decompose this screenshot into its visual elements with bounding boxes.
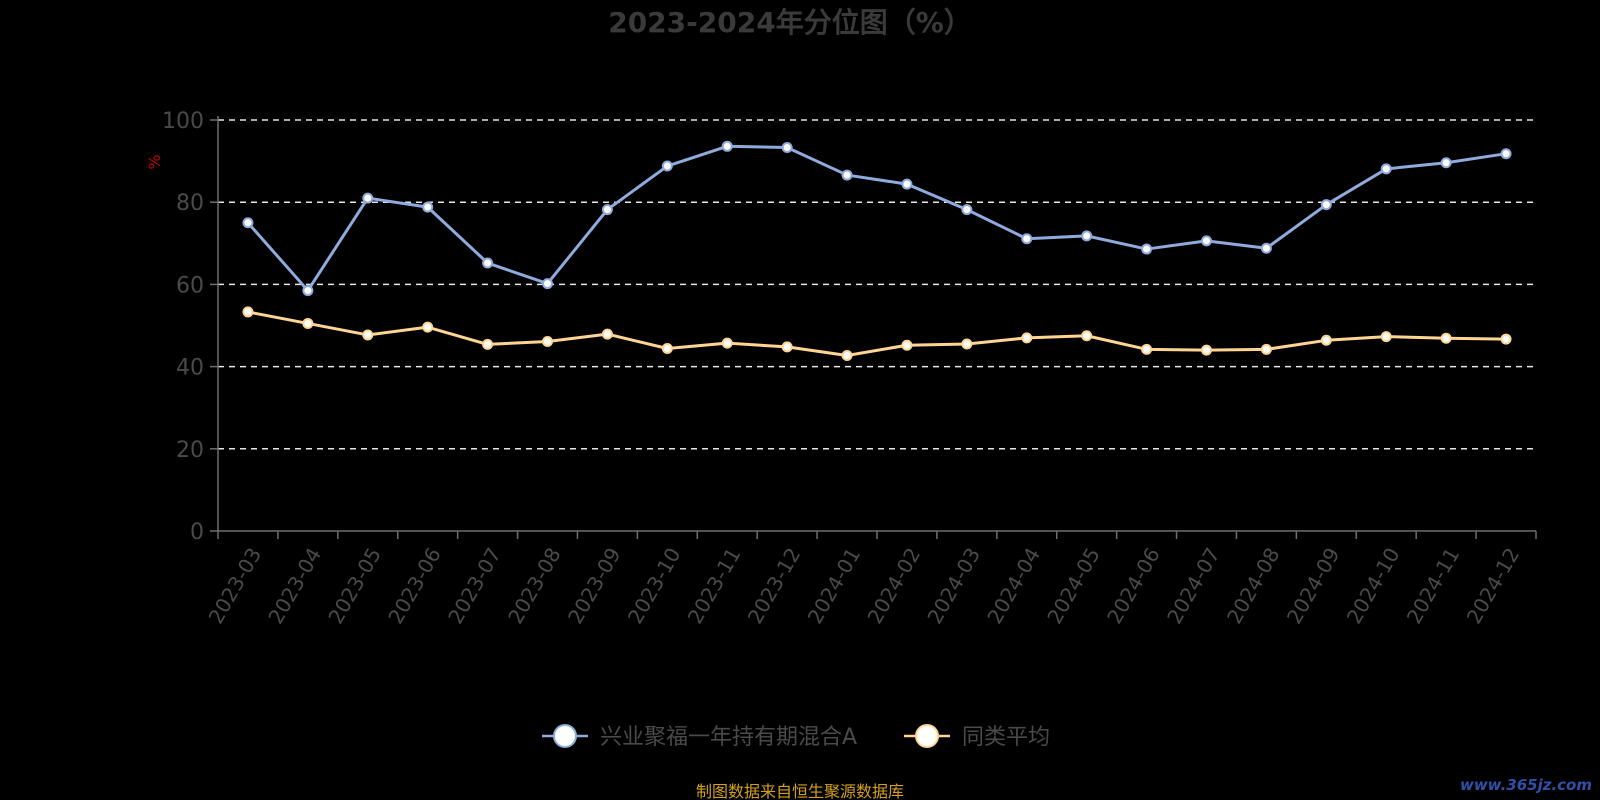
data-point (1440, 157, 1452, 169)
series-layer (242, 140, 1512, 362)
data-point (542, 278, 553, 290)
data-point (1201, 235, 1212, 247)
x-tick-label: 2024-06 (1102, 544, 1165, 628)
data-point (422, 321, 434, 333)
data-point (841, 350, 853, 362)
data-point (901, 178, 913, 190)
data-point (422, 201, 434, 213)
data-point (1320, 199, 1332, 211)
data-source-note: 制图数据来自恒生聚源数据库 (695, 782, 904, 800)
legend-marker-icon (553, 724, 577, 748)
x-tick-label: 2023-04 (263, 544, 326, 628)
data-point (961, 338, 973, 350)
data-point (901, 339, 913, 351)
data-point (601, 328, 613, 340)
data-point (482, 338, 494, 350)
data-point (1380, 163, 1392, 175)
data-point (661, 160, 673, 172)
series-line (247, 310, 1507, 358)
legend-item-2[interactable]: 同类平均 (904, 724, 1050, 750)
x-tick-label: 2024-11 (1402, 544, 1465, 628)
data-point (362, 329, 374, 341)
x-tick-label: 2023-08 (503, 544, 566, 628)
x-tick-label: 2023-07 (443, 544, 506, 628)
x-tick-label: 2024-01 (803, 544, 866, 628)
data-point (1081, 330, 1093, 342)
data-point (1260, 242, 1272, 254)
data-point (1201, 344, 1212, 356)
x-tick-label: 2024-05 (1042, 544, 1105, 628)
legend-marker-icon (915, 724, 939, 748)
data-point (1320, 334, 1332, 346)
axes: 0 20 40 60 80 100 2023-032023-042023-052023-06… (162, 109, 1537, 628)
data-point (1260, 343, 1272, 355)
x-tick-label: 2024-07 (1162, 544, 1225, 628)
watermark-logo: www.365jz.com (1459, 776, 1592, 794)
y-tick-label: 0 (190, 520, 204, 545)
x-tick-label: 2023-12 (743, 544, 806, 628)
x-tick-label: 2024-09 (1282, 544, 1345, 628)
legend[interactable]: 兴业聚福一年持有期混合A 同类平均 (542, 724, 1050, 750)
data-point (1380, 331, 1392, 343)
y-tick-label: 100 (162, 109, 204, 134)
grid-lines (218, 119, 1536, 450)
y-tick-label: 40 (176, 356, 204, 381)
chart-title: 2023-2024年分位图（%） (608, 6, 972, 39)
series-1 (242, 140, 1512, 297)
data-point (721, 140, 733, 152)
data-point (242, 306, 254, 318)
series-2 (242, 306, 1512, 362)
data-point (841, 169, 853, 181)
x-tick-label: 2024-03 (922, 544, 985, 628)
data-point (1021, 332, 1033, 344)
data-point (1500, 333, 1512, 345)
data-point (961, 204, 973, 216)
data-point (601, 204, 613, 216)
data-point (781, 341, 793, 353)
x-tick-label: 2023-09 (563, 544, 626, 628)
data-point (302, 317, 314, 329)
data-point (242, 217, 254, 229)
data-point (1141, 243, 1153, 255)
data-point (302, 285, 314, 297)
data-point (721, 337, 733, 349)
y-tick-label: 20 (176, 438, 204, 463)
data-point (661, 343, 673, 355)
series-line (246, 144, 1507, 293)
y-tick-label: 80 (176, 191, 204, 216)
x-tick-label: 2023-05 (323, 544, 386, 628)
y-tick-label: 60 (176, 273, 204, 298)
legend-label: 同类平均 (962, 725, 1050, 750)
data-point (1440, 332, 1452, 344)
x-tick-label: 2023-03 (204, 544, 267, 628)
data-point (542, 336, 553, 348)
data-point (482, 257, 494, 269)
x-tick-label: 2024-02 (863, 544, 926, 628)
data-point (781, 142, 793, 154)
x-tick-label: 2024-12 (1462, 544, 1525, 628)
data-point (1141, 343, 1153, 355)
x-tick-label: 2024-04 (982, 544, 1045, 628)
x-tick-label: 2023-10 (623, 544, 686, 628)
data-point (1500, 148, 1512, 160)
data-point (1081, 230, 1093, 242)
legend-label: 兴业聚福一年持有期混合A (600, 725, 857, 750)
y-axis-unit-label: % (145, 154, 164, 169)
legend-item-1[interactable]: 兴业聚福一年持有期混合A (542, 724, 857, 750)
x-tick-label: 2024-10 (1342, 544, 1405, 628)
data-point (362, 192, 374, 204)
data-point (1021, 233, 1033, 245)
x-tick-label: 2023-11 (683, 544, 746, 628)
x-tick-label: 2023-06 (383, 544, 446, 628)
x-tick-label: 2024-08 (1222, 544, 1285, 628)
